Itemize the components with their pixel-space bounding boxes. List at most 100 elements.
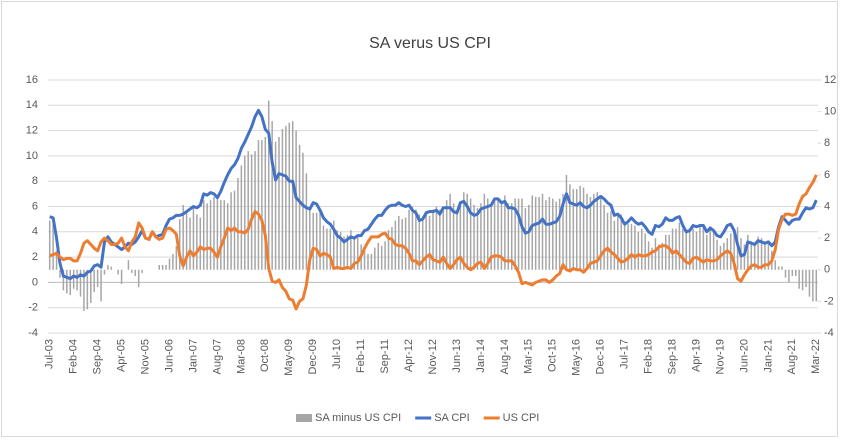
bar xyxy=(100,269,102,302)
bar xyxy=(158,265,160,270)
bar xyxy=(202,200,205,270)
bar xyxy=(267,100,270,270)
bar xyxy=(538,197,540,270)
bar xyxy=(531,195,533,270)
bar xyxy=(777,266,780,270)
bar xyxy=(463,192,465,270)
bar xyxy=(596,192,599,270)
x-tick-label: Mar-22 xyxy=(810,339,822,374)
x-tick-label: Aug-14 xyxy=(499,339,511,374)
bar xyxy=(161,265,164,270)
legend-label: US CPI xyxy=(503,412,540,424)
bar xyxy=(791,269,794,277)
legend-label: SA minus US CPI xyxy=(315,412,401,424)
bar xyxy=(654,238,657,270)
bar xyxy=(582,187,585,270)
bar xyxy=(760,238,763,270)
bar xyxy=(278,136,280,270)
legend-label: SA CPI xyxy=(434,412,469,424)
bar xyxy=(250,154,253,270)
bar xyxy=(757,236,759,270)
bar xyxy=(521,198,523,270)
bar xyxy=(196,214,198,270)
lines xyxy=(49,108,818,311)
bar xyxy=(589,197,592,270)
bar xyxy=(808,269,811,297)
bar xyxy=(579,185,581,270)
bar xyxy=(476,208,479,270)
y2-tick-label: -2 xyxy=(824,295,834,307)
bar xyxy=(213,197,215,270)
bar xyxy=(812,269,814,302)
bar xyxy=(565,174,568,270)
legend: SA minus US CPI SA CPI US CPI xyxy=(296,412,539,424)
bar xyxy=(315,212,318,270)
bar xyxy=(107,265,109,270)
bar xyxy=(469,198,472,270)
x-tick-label: Nov-12 xyxy=(427,339,439,374)
bar xyxy=(545,200,547,270)
bar xyxy=(322,225,325,270)
bar xyxy=(131,269,133,273)
y2-tick-label: 6 xyxy=(824,169,830,181)
bar xyxy=(86,269,89,310)
bar xyxy=(134,269,137,277)
bar xyxy=(487,198,489,270)
bar xyxy=(312,212,314,270)
bar xyxy=(767,241,770,270)
y-tick-label: 14 xyxy=(26,99,38,111)
bar xyxy=(305,173,308,270)
bar xyxy=(572,189,575,270)
bar xyxy=(72,269,75,289)
grid xyxy=(48,79,818,334)
x-tick-label: Oct-08 xyxy=(259,339,271,372)
bar xyxy=(795,269,797,277)
bar xyxy=(695,231,698,270)
bar xyxy=(452,203,455,270)
y2-tick-label: 2 xyxy=(824,232,830,244)
bar xyxy=(630,223,633,270)
bar xyxy=(593,193,595,270)
bar xyxy=(199,217,202,270)
bar xyxy=(76,269,78,291)
x-tick-label: Jun-20 xyxy=(738,339,750,373)
bar xyxy=(298,144,301,270)
bar xyxy=(449,193,451,270)
bar xyxy=(226,203,229,270)
bar xyxy=(613,220,616,270)
bar xyxy=(805,269,807,288)
bar xyxy=(52,223,54,270)
bar xyxy=(634,225,636,270)
x-tick-label: Jul-17 xyxy=(619,339,631,369)
bar xyxy=(367,253,369,270)
bar xyxy=(623,223,626,270)
y2-tick-label: 4 xyxy=(824,200,830,212)
bar xyxy=(425,214,427,270)
bar xyxy=(96,269,99,288)
x-tick-label: Jan-21 xyxy=(762,339,774,373)
labels: -4 -2 0 2 4 6 8 10 12 14 16 -4 -2 0 2 4 6 8 10 12 Jul-03 Feb-… xyxy=(26,74,837,376)
bar xyxy=(555,201,557,270)
bar xyxy=(79,269,82,297)
bar xyxy=(798,269,800,289)
bar xyxy=(442,208,445,270)
bar xyxy=(716,239,718,270)
bar xyxy=(801,269,804,291)
x-tick-label: Dec-16 xyxy=(595,339,607,374)
x-tick-label: Mar-08 xyxy=(235,339,247,374)
bar xyxy=(415,209,417,270)
bar xyxy=(244,155,246,270)
x-tick-label: Apr-12 xyxy=(403,339,415,372)
x-tick-label: Feb-11 xyxy=(355,339,367,373)
line xyxy=(49,108,818,281)
bar xyxy=(411,206,414,270)
bar xyxy=(784,269,787,278)
x-tick-label: May-16 xyxy=(571,339,583,376)
y-tick-label: 12 xyxy=(26,125,38,137)
bar xyxy=(247,151,249,270)
bar xyxy=(702,223,705,270)
bar xyxy=(664,234,667,270)
bar xyxy=(257,140,260,270)
bar xyxy=(678,222,681,270)
bar xyxy=(534,197,537,270)
